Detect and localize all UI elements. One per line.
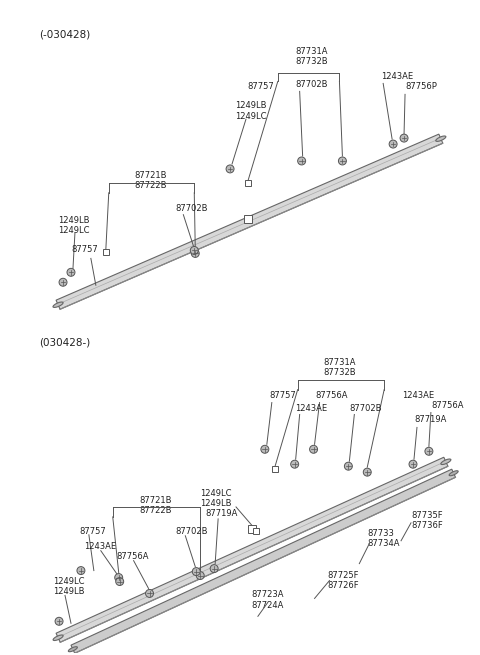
- Bar: [245, 180, 251, 186]
- Bar: [272, 466, 278, 472]
- Text: 87702B: 87702B: [175, 204, 208, 213]
- Text: 1243AE: 1243AE: [295, 403, 327, 413]
- Text: 87719A: 87719A: [205, 509, 238, 518]
- Text: 87735F
87736F: 87735F 87736F: [411, 511, 443, 531]
- Circle shape: [196, 572, 204, 580]
- Circle shape: [291, 460, 299, 468]
- Text: 87756P: 87756P: [405, 83, 437, 92]
- Text: (-030428): (-030428): [39, 29, 90, 40]
- Circle shape: [344, 462, 352, 470]
- Text: 87757: 87757: [79, 527, 106, 536]
- Circle shape: [389, 140, 397, 148]
- Text: 1243AE: 1243AE: [381, 73, 413, 81]
- Circle shape: [261, 445, 269, 453]
- Text: 87721B
87722B: 87721B 87722B: [134, 171, 167, 191]
- Bar: [244, 215, 252, 223]
- Circle shape: [298, 157, 306, 165]
- Text: 1249LC
1249LB: 1249LC 1249LB: [53, 576, 84, 596]
- Text: 87731A
87732B: 87731A 87732B: [295, 47, 328, 66]
- Circle shape: [59, 278, 67, 286]
- Text: 87733
87734A: 87733 87734A: [367, 529, 400, 548]
- Text: 87756A: 87756A: [117, 552, 149, 561]
- Circle shape: [338, 157, 347, 165]
- Text: 87723A
87724A: 87723A 87724A: [252, 590, 284, 610]
- Bar: [248, 525, 256, 533]
- Polygon shape: [71, 469, 456, 653]
- Text: 87702B: 87702B: [175, 527, 208, 536]
- Bar: [103, 250, 109, 255]
- Text: (030428-): (030428-): [39, 338, 90, 348]
- Text: 87702B: 87702B: [296, 81, 328, 89]
- Text: 87731A
87732B: 87731A 87732B: [323, 358, 356, 377]
- Circle shape: [55, 617, 63, 626]
- Circle shape: [67, 269, 75, 276]
- Circle shape: [425, 447, 433, 455]
- Circle shape: [190, 246, 198, 254]
- Ellipse shape: [441, 459, 451, 464]
- Circle shape: [192, 250, 199, 257]
- Text: 1243AE: 1243AE: [402, 390, 434, 400]
- Circle shape: [192, 568, 200, 576]
- Circle shape: [310, 445, 318, 453]
- Bar: [253, 528, 259, 534]
- Text: 87757: 87757: [71, 246, 98, 255]
- Text: 1243AE: 1243AE: [84, 542, 116, 551]
- Circle shape: [115, 574, 123, 582]
- Text: 87719A: 87719A: [414, 415, 446, 424]
- Text: 87721B
87722B: 87721B 87722B: [139, 496, 172, 515]
- Circle shape: [409, 460, 417, 468]
- Polygon shape: [56, 134, 443, 309]
- Circle shape: [400, 134, 408, 142]
- Circle shape: [77, 567, 85, 574]
- Ellipse shape: [53, 635, 63, 641]
- Circle shape: [116, 578, 124, 586]
- Text: 87756A: 87756A: [315, 390, 348, 400]
- Text: 1249LB
1249LC: 1249LB 1249LC: [235, 102, 266, 121]
- Text: 87702B: 87702B: [349, 403, 382, 413]
- Circle shape: [226, 165, 234, 173]
- Text: 1249LC
1249LB: 1249LC 1249LB: [201, 489, 232, 508]
- Polygon shape: [56, 457, 448, 643]
- Text: 87756A: 87756A: [431, 400, 463, 409]
- Text: 87757: 87757: [270, 390, 297, 400]
- Ellipse shape: [68, 646, 77, 652]
- Ellipse shape: [436, 136, 446, 141]
- Circle shape: [145, 590, 154, 597]
- Circle shape: [363, 468, 371, 476]
- Text: 1249LB
1249LC: 1249LB 1249LC: [58, 215, 90, 235]
- Text: 87757: 87757: [247, 83, 274, 92]
- Ellipse shape: [53, 302, 63, 307]
- Ellipse shape: [449, 471, 458, 476]
- Text: 87725F
87726F: 87725F 87726F: [327, 571, 359, 590]
- Circle shape: [210, 565, 218, 572]
